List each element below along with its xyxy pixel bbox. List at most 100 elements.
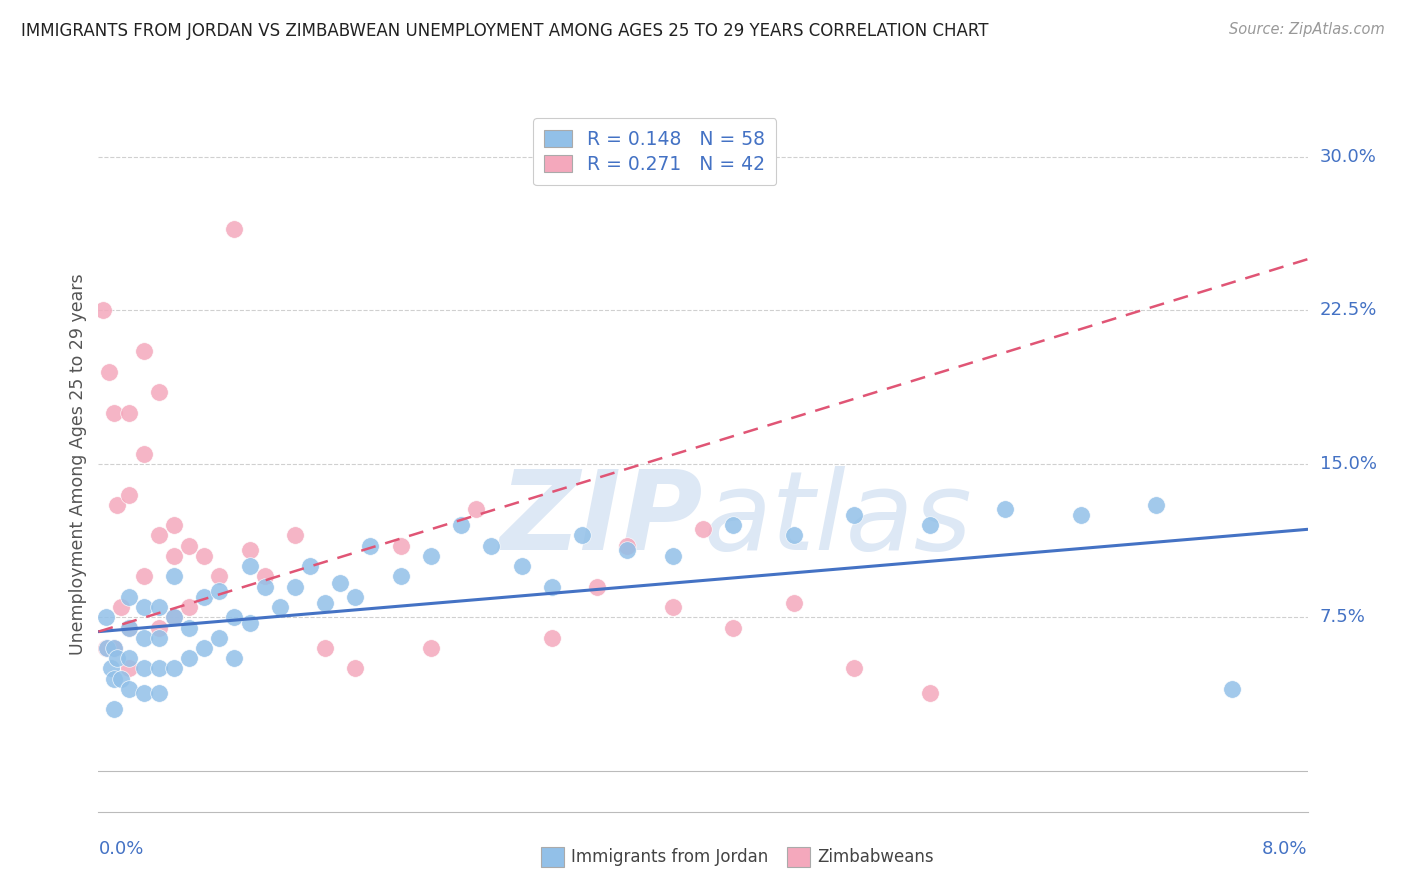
- Point: [479, 539, 503, 553]
- Point: [103, 640, 125, 655]
- Point: [132, 569, 155, 583]
- Point: [163, 610, 186, 624]
- Point: [103, 406, 125, 420]
- Point: [118, 621, 141, 635]
- Point: [284, 528, 307, 542]
- Point: [148, 631, 170, 645]
- Point: [163, 661, 186, 675]
- Point: [419, 549, 441, 563]
- Point: [723, 621, 745, 635]
- Point: [782, 528, 804, 542]
- Point: [132, 344, 155, 359]
- Text: Zimbabweans: Zimbabweans: [817, 848, 934, 866]
- Text: 15.0%: 15.0%: [1320, 455, 1376, 473]
- Point: [179, 600, 201, 615]
- Point: [103, 640, 125, 655]
- Point: [224, 610, 246, 624]
- Point: [94, 610, 117, 624]
- Point: [105, 498, 128, 512]
- Text: ZIP: ZIP: [499, 466, 703, 573]
- Point: [918, 518, 941, 533]
- Point: [1070, 508, 1092, 522]
- Point: [163, 549, 186, 563]
- Point: [1220, 681, 1243, 696]
- Point: [179, 539, 201, 553]
- Point: [208, 583, 231, 598]
- Point: [193, 590, 215, 604]
- Point: [118, 661, 141, 675]
- Text: 8.0%: 8.0%: [1263, 839, 1308, 857]
- Point: [616, 542, 638, 557]
- Point: [844, 508, 866, 522]
- Point: [132, 631, 155, 645]
- Point: [148, 621, 170, 635]
- Point: [118, 621, 141, 635]
- Point: [661, 549, 683, 563]
- Point: [118, 651, 141, 665]
- Point: [616, 539, 638, 553]
- Text: Source: ZipAtlas.com: Source: ZipAtlas.com: [1229, 22, 1385, 37]
- Point: [148, 600, 170, 615]
- Point: [314, 596, 336, 610]
- Text: Immigrants from Jordan: Immigrants from Jordan: [571, 848, 768, 866]
- Point: [224, 221, 246, 235]
- Point: [389, 569, 412, 583]
- Point: [389, 539, 412, 553]
- Point: [844, 661, 866, 675]
- Point: [193, 549, 215, 563]
- Point: [103, 702, 125, 716]
- Point: [692, 522, 714, 536]
- Point: [540, 580, 562, 594]
- Point: [239, 542, 262, 557]
- Text: 30.0%: 30.0%: [1320, 148, 1376, 166]
- Point: [359, 539, 381, 553]
- Point: [94, 640, 117, 655]
- Point: [1144, 498, 1167, 512]
- Point: [118, 487, 141, 501]
- Point: [782, 596, 804, 610]
- Point: [253, 569, 276, 583]
- Point: [118, 681, 141, 696]
- Text: 22.5%: 22.5%: [1320, 301, 1376, 319]
- Point: [540, 631, 562, 645]
- Point: [918, 686, 941, 700]
- Point: [132, 661, 155, 675]
- Point: [284, 580, 307, 594]
- Point: [723, 518, 745, 533]
- Point: [110, 672, 132, 686]
- Point: [105, 651, 128, 665]
- Text: IMMIGRANTS FROM JORDAN VS ZIMBABWEAN UNEMPLOYMENT AMONG AGES 25 TO 29 YEARS CORR: IMMIGRANTS FROM JORDAN VS ZIMBABWEAN UNE…: [21, 22, 988, 40]
- Point: [103, 672, 125, 686]
- Point: [132, 600, 155, 615]
- Point: [193, 640, 215, 655]
- Point: [253, 580, 276, 594]
- Point: [419, 640, 441, 655]
- Point: [148, 385, 170, 400]
- Point: [163, 569, 186, 583]
- Point: [118, 590, 141, 604]
- Point: [344, 661, 367, 675]
- Point: [329, 575, 352, 590]
- Point: [163, 518, 186, 533]
- Text: 0.0%: 0.0%: [98, 839, 143, 857]
- Y-axis label: Unemployment Among Ages 25 to 29 years: Unemployment Among Ages 25 to 29 years: [69, 273, 87, 655]
- Point: [132, 447, 155, 461]
- Point: [179, 651, 201, 665]
- Point: [91, 303, 114, 318]
- Text: 7.5%: 7.5%: [1320, 608, 1365, 626]
- Point: [98, 365, 121, 379]
- Point: [571, 528, 593, 542]
- Point: [163, 610, 186, 624]
- Point: [100, 661, 122, 675]
- Point: [586, 580, 609, 594]
- Point: [299, 559, 322, 574]
- Point: [208, 631, 231, 645]
- Point: [224, 651, 246, 665]
- Point: [314, 640, 336, 655]
- Point: [269, 600, 291, 615]
- Point: [132, 686, 155, 700]
- Point: [239, 559, 262, 574]
- Point: [344, 590, 367, 604]
- Point: [239, 616, 262, 631]
- Point: [450, 518, 472, 533]
